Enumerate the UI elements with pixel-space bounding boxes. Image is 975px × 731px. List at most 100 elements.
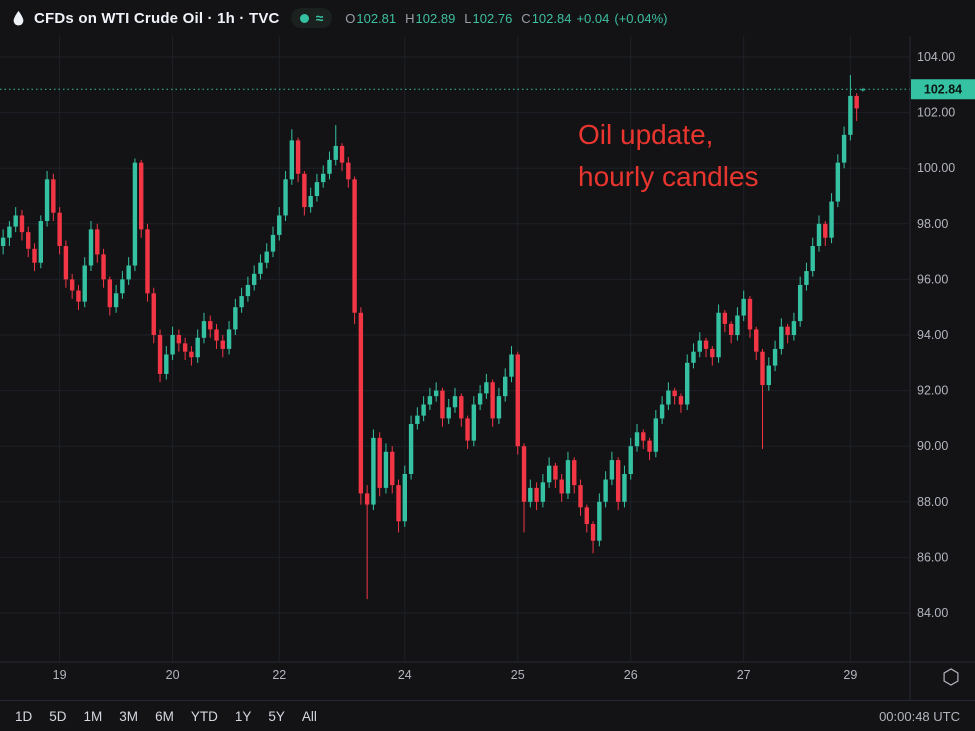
candle-body bbox=[484, 382, 489, 394]
candle-body bbox=[722, 312, 728, 324]
candle-body bbox=[628, 446, 633, 474]
candle-body bbox=[208, 321, 213, 330]
range-button-3m[interactable]: 3M bbox=[119, 708, 139, 724]
candle-body bbox=[120, 279, 125, 294]
candle-body bbox=[195, 337, 200, 358]
candle-body bbox=[76, 290, 81, 302]
range-button-1m[interactable]: 1M bbox=[83, 708, 103, 724]
candle-body bbox=[51, 179, 56, 213]
candle-body bbox=[201, 321, 207, 338]
candle-body bbox=[797, 284, 803, 322]
candle-body bbox=[459, 396, 464, 419]
candle-body bbox=[132, 162, 138, 266]
bottom-toolbar: 1D 5D 1M 3M 6M YTD 1Y 5Y All 00:00:48 UTC bbox=[0, 700, 975, 731]
chart-annotation: Oil update, bbox=[578, 119, 713, 150]
price-chart[interactable]: 104.00 102.00 100.00 98.00 96.00 94.00 92.00 90… bbox=[0, 36, 975, 700]
candle-body bbox=[791, 321, 797, 335]
candle-body bbox=[270, 234, 276, 252]
price-axis-label: 102.00 bbox=[917, 106, 955, 120]
time-axis-label: 19 bbox=[53, 668, 67, 682]
range-button-5y[interactable]: 5Y bbox=[268, 708, 285, 724]
candle-body bbox=[603, 479, 608, 502]
candles bbox=[0, 75, 866, 600]
candle-body bbox=[32, 248, 37, 263]
chart-header: CFDs on WTI Crude Oil · 1h · TVC ≈ O 102.… bbox=[0, 0, 975, 36]
symbol-title[interactable]: CFDs on WTI Crude Oil · 1h · TVC bbox=[34, 9, 280, 27]
range-button-all[interactable]: All bbox=[301, 708, 317, 724]
candle-body bbox=[427, 396, 433, 405]
range-button-6m[interactable]: 6M bbox=[155, 708, 174, 724]
time-axis-label: 24 bbox=[398, 668, 412, 682]
candle-body bbox=[390, 451, 395, 486]
close-value: C 102.84 bbox=[521, 10, 572, 26]
time-axis-label: 20 bbox=[166, 668, 180, 682]
candle-body bbox=[327, 159, 332, 174]
candle-body bbox=[170, 335, 175, 355]
candle-body bbox=[101, 254, 106, 280]
candle-body bbox=[697, 340, 702, 352]
oil-drop-icon bbox=[12, 10, 25, 27]
candle-body bbox=[226, 329, 232, 349]
status-pill[interactable]: ≈ bbox=[290, 8, 333, 28]
candle-body bbox=[772, 348, 778, 366]
candle-body bbox=[779, 326, 784, 349]
candle-body bbox=[440, 390, 445, 419]
candle-body bbox=[113, 293, 119, 308]
range-button-5d[interactable]: 5D bbox=[49, 708, 67, 724]
candle-body bbox=[471, 404, 477, 441]
candle-body bbox=[615, 460, 621, 502]
candle-body bbox=[496, 396, 502, 419]
candle-body bbox=[364, 493, 370, 505]
last-price-tag bbox=[911, 79, 975, 100]
candle-body bbox=[433, 390, 439, 397]
chart-annotation: hourly candles bbox=[578, 161, 759, 192]
candle-body bbox=[829, 201, 834, 238]
candle-body bbox=[785, 326, 790, 335]
candle-body bbox=[421, 404, 426, 416]
candle-body bbox=[760, 351, 765, 386]
candle-body bbox=[157, 335, 163, 374]
candle-body bbox=[754, 329, 759, 352]
candle-body bbox=[95, 229, 100, 255]
candle-body bbox=[584, 507, 589, 525]
range-button-ytd[interactable]: YTD bbox=[190, 708, 218, 724]
candle-body bbox=[239, 296, 244, 308]
last-price-tag-label: 102.84 bbox=[924, 83, 962, 97]
candle-body bbox=[415, 415, 420, 424]
candle-body bbox=[578, 485, 583, 508]
candle-body bbox=[339, 145, 345, 163]
candle-body bbox=[371, 437, 376, 505]
candle-body bbox=[44, 179, 50, 222]
candle-body bbox=[182, 343, 188, 352]
time-axis-label: 27 bbox=[737, 668, 751, 682]
corner-hexagon-icon[interactable] bbox=[943, 668, 959, 686]
candle-body bbox=[0, 237, 6, 247]
candle-body bbox=[352, 179, 357, 313]
range-button-1y[interactable]: 1Y bbox=[234, 708, 252, 724]
candle-body bbox=[283, 179, 288, 216]
candle-body bbox=[251, 273, 257, 285]
price-axis-label: 100.00 bbox=[917, 161, 955, 175]
candle-body bbox=[333, 145, 338, 160]
time-axis-label: 26 bbox=[624, 668, 638, 682]
candle-body bbox=[521, 446, 527, 502]
candle-body bbox=[490, 382, 495, 419]
candle-body bbox=[7, 226, 12, 238]
time-axis-label: 25 bbox=[511, 668, 525, 682]
range-button-1d[interactable]: 1D bbox=[15, 708, 33, 724]
price-axis-label: 86.00 bbox=[917, 550, 948, 564]
candle-body bbox=[816, 223, 822, 247]
candle-body bbox=[145, 229, 150, 294]
candle-body bbox=[565, 460, 571, 494]
candle-body bbox=[747, 298, 753, 330]
candle-body bbox=[590, 524, 596, 541]
candle-body bbox=[63, 246, 69, 280]
price-axis-label: 90.00 bbox=[917, 439, 948, 453]
price-axis-label: 92.00 bbox=[917, 384, 948, 398]
candle-body bbox=[107, 279, 113, 308]
candle-body bbox=[233, 307, 238, 330]
candle-body bbox=[559, 479, 564, 494]
ohlc-readout: O 102.81 H 102.89 L 102.76 C 102.84 +0.04 (+… bbox=[345, 11, 667, 26]
open-value: O 102.81 bbox=[345, 10, 397, 26]
candle-body bbox=[26, 232, 31, 249]
